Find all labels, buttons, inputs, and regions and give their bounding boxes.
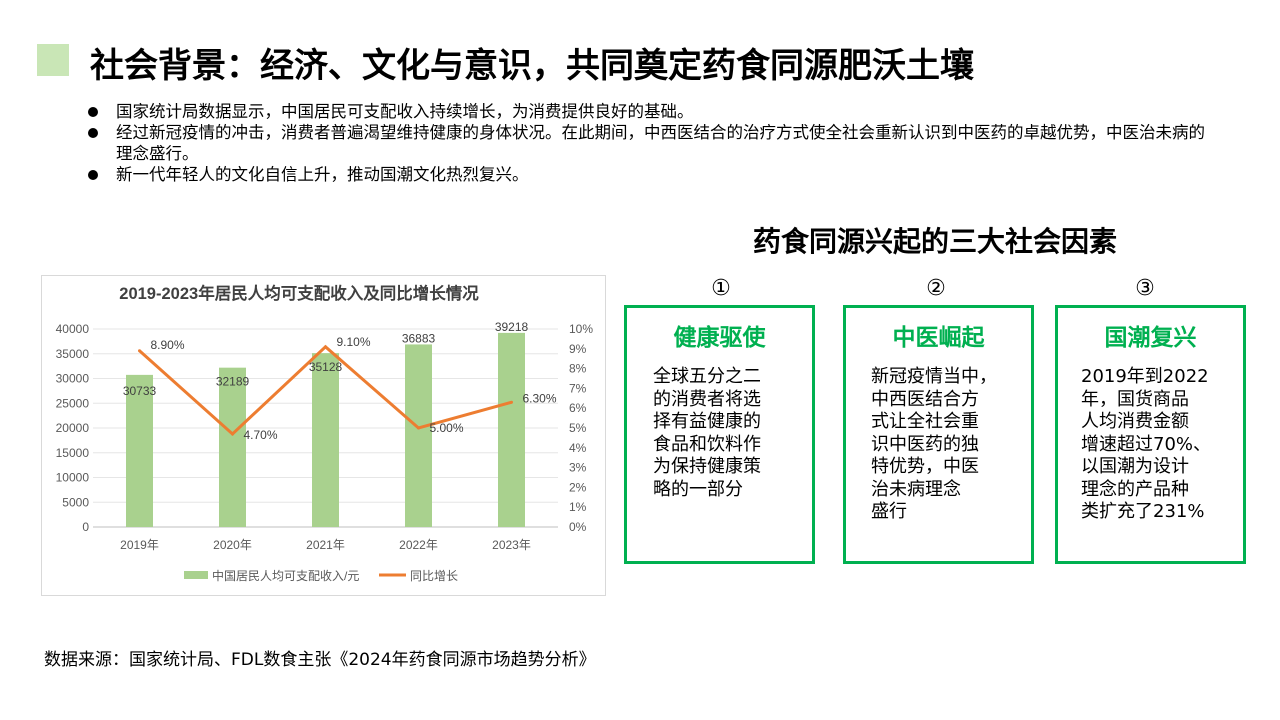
income-bar [219,367,246,527]
line-data-label: 5.00% [430,421,464,435]
description-line: 盛行 [871,501,907,522]
y-left-tick-label: 5000 [62,495,89,509]
title-accent-square [37,44,69,76]
y-left-tick-label: 10000 [56,471,90,485]
description-line: 特优势，中医 [871,456,979,477]
y-right-tick-label: 1% [569,500,587,514]
description-line: 为保持健康策 [653,456,761,477]
bullet-dot-icon [88,128,98,138]
bullet-dot-icon [88,170,98,180]
y-left-tick-label: 25000 [56,396,90,410]
bar-data-label: 39218 [495,320,529,334]
x-tick-label: 2022年 [399,538,438,552]
growth-point [231,432,234,436]
y-right-tick-label: 3% [569,461,587,475]
description-line: 中西医结合方 [871,388,979,410]
x-tick-label: 2023年 [492,538,531,552]
x-tick-label: 2019年 [120,538,159,552]
bullet-item: 新一代年轻人的文化自信上升，推动国潮文化热烈复兴。 [86,164,1216,185]
description-line: 人均消费金额 [1081,411,1189,432]
y-right-tick-label: 4% [569,441,587,455]
y-left-tick-label: 20000 [56,421,90,435]
income-bar [498,332,525,527]
income-bar [126,374,153,527]
factor-number: ③ [1135,276,1155,301]
factor-heading: 中医崛起 [892,325,985,351]
x-tick-label: 2020年 [213,538,252,552]
chart-title: 2019-2023年居民人均可支配收入及同比增长情况 [119,283,479,303]
description-line: 择有益健康的 [653,411,761,432]
description-line: 年，国货商品 [1081,388,1189,410]
growth-point [417,426,420,430]
description-line: 2019年到2022 [1081,366,1209,387]
factor-number: ① [711,276,731,301]
description-line: 食品和饮料作 [653,433,761,455]
income-bar [312,353,339,527]
y-right-tick-label: 6% [569,401,587,415]
description-line: 识中医药的独 [871,433,979,455]
legend-line-label: 同比增长 [410,569,458,583]
factor-heading: 健康驱使 [673,325,766,351]
bar-data-label: 36883 [402,331,436,345]
line-data-label: 8.90% [151,338,185,352]
factor-card: 中医崛起新冠疫情当中， 中西医结合方 式让全社会重 识中医药的独 特优势，中医 治未病理念… [843,305,1034,564]
line-data-label: 6.30% [523,391,557,405]
bar-data-label: 35128 [309,360,343,374]
income-chart: 2019-2023年居民人均可支配收入及同比增长情况 0 5000 10000 150… [41,275,606,596]
bullet-list: 国家统计局数据显示，中国居民可支配收入持续增长，为消费提供良好的基础。 经过新冠… [86,101,1216,185]
description-line: 略的一部分 [653,478,743,500]
factor-number: ② [926,276,946,301]
y-right-tick-label: 10% [569,322,593,336]
x-tick-label: 2021年 [306,538,345,552]
growth-point [138,349,141,353]
y-right-tick-label: 0% [569,520,587,534]
y-left-tick-label: 0 [82,520,89,534]
description-line: 以国潮为设计 [1081,456,1189,477]
factor-description: 新冠疫情当中， 中西医结合方 式让全社会重 识中医药的独 特优势，中医 治未病理念 盛行 [871,366,997,524]
data-source: 数据来源：国家统计局、FDL数食主张《2024年药食同源市场趋势分析》 [44,650,596,670]
description-line: 类扩充了231% [1081,501,1205,522]
bullet-item: 经过新冠疫情的冲击，消费者普遍渴望维持健康的身体状况。在此期间，中西医结合的治疗… [86,122,1216,164]
income-bar [405,344,432,527]
line-data-label: 4.70% [244,428,278,442]
y-right-tick-label: 5% [569,421,587,435]
factor-description: 全球五分之二 的消费者将选 择有益健康的 食品和饮料作 为保持健康策 略的一部分 [653,366,761,501]
description-line: 理念的产品种 [1081,478,1189,500]
description-line: 全球五分之二 [653,366,761,387]
y-left-tick-label: 15000 [56,446,90,460]
bullet-item: 国家统计局数据显示，中国居民可支配收入持续增长，为消费提供良好的基础。 [86,101,1216,122]
description-line: 式让全社会重 [871,411,979,432]
description-line: 新冠疫情当中， [871,366,997,387]
y-right-tick-label: 2% [569,480,587,494]
legend-bar-label: 中国居民人均可支配收入/元 [212,568,359,583]
growth-point [324,345,327,349]
factor-card: 健康驱使全球五分之二 的消费者将选 择有益健康的 食品和饮料作 为保持健康策 略的一部分 [624,305,815,564]
description-line: 增速超过70%、 [1081,433,1212,455]
bullet-dot-icon [88,107,98,117]
growth-point [510,400,513,404]
legend-bar-swatch [184,571,208,579]
chart-svg: 2019-2023年居民人均可支配收入及同比增长情况 0 5000 10000 150… [56,283,594,583]
y-left-tick-label: 30000 [56,372,90,386]
factor-card: 国潮复兴 2019年到2022 年，国货商品 人均消费金额 增速超过70%、 以国潮为设计… [1055,305,1246,564]
line-data-label: 9.10% [337,335,371,349]
y-left-tick-label: 35000 [56,347,90,361]
factor-description: 2019年到2022 年，国货商品 人均消费金额 增速超过70%、 以国潮为设计 理念的产… [1081,366,1211,524]
y-left-tick-label: 40000 [56,322,90,336]
y-right-tick-label: 9% [569,342,587,356]
bar-data-label: 30733 [123,384,157,398]
factor-heading: 国潮复兴 [1104,325,1197,351]
description-line: 治未病理念 [871,478,961,500]
factors-title: 药食同源兴起的三大社会因素 [752,225,1117,258]
y-right-tick-label: 8% [569,362,587,376]
y-right-tick-label: 7% [569,381,587,395]
description-line: 的消费者将选 [653,388,761,410]
bar-data-label: 32189 [216,375,250,389]
page-title: 社会背景：经济、文化与意识，共同奠定药食同源肥沃土壤 [90,46,974,86]
